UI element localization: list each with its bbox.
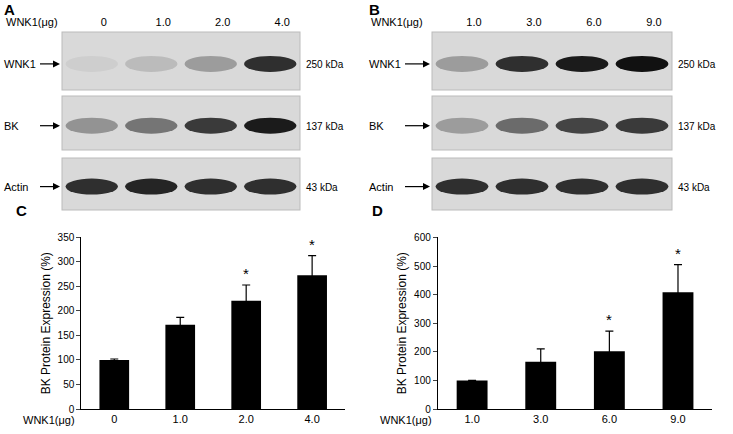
svg-text:WNK1(μg): WNK1(μg) (371, 16, 423, 28)
svg-text:4.0: 4.0 (304, 413, 319, 425)
svg-text:200: 200 (58, 305, 75, 316)
svg-text:1.0: 1.0 (466, 16, 481, 28)
svg-text:4.0: 4.0 (275, 16, 290, 28)
svg-text:137 kDa: 137 kDa (678, 121, 716, 132)
svg-text:*: * (675, 245, 681, 262)
svg-text:1.0: 1.0 (156, 16, 171, 28)
svg-text:B: B (369, 1, 380, 18)
svg-text:500: 500 (414, 261, 431, 272)
svg-text:43 kDa: 43 kDa (678, 182, 710, 193)
svg-text:Actin: Actin (369, 181, 393, 193)
svg-text:400: 400 (414, 289, 431, 300)
svg-text:250 kDa: 250 kDa (678, 59, 716, 70)
svg-text:WNK1(μg): WNK1(μg) (380, 414, 432, 426)
svg-text:WNK1(μg): WNK1(μg) (23, 414, 75, 426)
svg-text:50: 50 (63, 379, 75, 390)
svg-text:350: 350 (58, 232, 75, 243)
svg-text:A: A (4, 1, 15, 18)
svg-text:100: 100 (414, 375, 431, 386)
svg-text:*: * (309, 236, 315, 253)
svg-text:250 kDa: 250 kDa (306, 59, 344, 70)
svg-text:0: 0 (111, 413, 117, 425)
svg-text:0: 0 (101, 16, 107, 28)
svg-text:200: 200 (414, 346, 431, 357)
svg-text:WNK1(μg): WNK1(μg) (6, 16, 58, 28)
svg-text:6.0: 6.0 (602, 413, 617, 425)
svg-text:BK: BK (4, 120, 19, 132)
svg-text:3.0: 3.0 (526, 16, 541, 28)
svg-text:WNK1: WNK1 (369, 58, 401, 70)
svg-text:BK: BK (369, 120, 384, 132)
svg-text:137 kDa: 137 kDa (306, 121, 344, 132)
svg-text:D: D (372, 202, 383, 219)
svg-text:1.0: 1.0 (464, 413, 479, 425)
svg-text:43 kDa: 43 kDa (306, 182, 338, 193)
svg-text:9.0: 9.0 (646, 16, 661, 28)
svg-text:Actin: Actin (4, 181, 28, 193)
svg-text:2.0: 2.0 (215, 16, 230, 28)
svg-text:*: * (243, 265, 249, 282)
svg-text:150: 150 (58, 330, 75, 341)
svg-text:1.0: 1.0 (173, 413, 188, 425)
svg-text:6.0: 6.0 (586, 16, 601, 28)
svg-text:C: C (16, 202, 27, 219)
svg-text:600: 600 (414, 232, 431, 243)
svg-text:9.0: 9.0 (670, 413, 685, 425)
svg-text:100: 100 (58, 354, 75, 365)
svg-text:300: 300 (58, 256, 75, 267)
svg-text:250: 250 (58, 281, 75, 292)
svg-text:WNK1: WNK1 (4, 58, 36, 70)
svg-text:3.0: 3.0 (533, 413, 548, 425)
svg-text:*: * (606, 311, 612, 328)
svg-text:BK Protein Expression (%): BK Protein Expression (%) (39, 252, 53, 394)
svg-text:BK Protein Expression (%): BK Protein Expression (%) (395, 252, 409, 394)
svg-text:0: 0 (69, 404, 75, 415)
svg-text:2.0: 2.0 (239, 413, 254, 425)
svg-text:0: 0 (425, 404, 431, 415)
svg-text:300: 300 (414, 318, 431, 329)
